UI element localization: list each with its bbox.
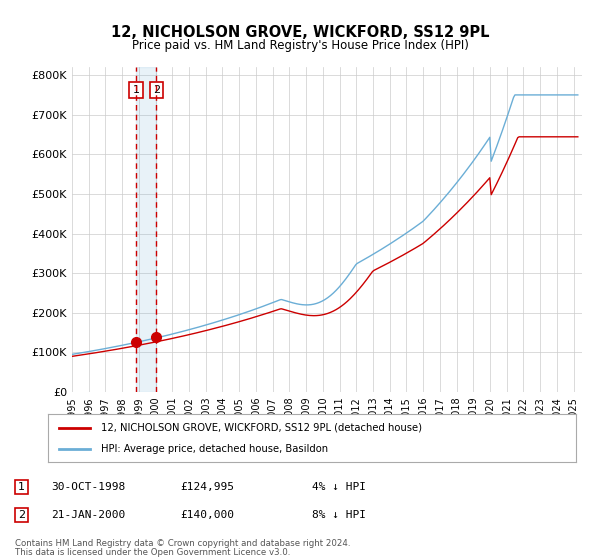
Text: 12, NICHOLSON GROVE, WICKFORD, SS12 9PL (detached house): 12, NICHOLSON GROVE, WICKFORD, SS12 9PL …: [101, 423, 422, 433]
Text: 21-JAN-2000: 21-JAN-2000: [51, 510, 125, 520]
Text: HPI: Average price, detached house, Basildon: HPI: Average price, detached house, Basi…: [101, 444, 328, 454]
Text: 1: 1: [18, 482, 25, 492]
Text: This data is licensed under the Open Government Licence v3.0.: This data is licensed under the Open Gov…: [15, 548, 290, 557]
Text: £124,995: £124,995: [180, 482, 234, 492]
Text: 8% ↓ HPI: 8% ↓ HPI: [312, 510, 366, 520]
Text: Price paid vs. HM Land Registry's House Price Index (HPI): Price paid vs. HM Land Registry's House …: [131, 39, 469, 52]
Text: 30-OCT-1998: 30-OCT-1998: [51, 482, 125, 492]
Text: 2: 2: [18, 510, 25, 520]
Text: 4% ↓ HPI: 4% ↓ HPI: [312, 482, 366, 492]
Text: Contains HM Land Registry data © Crown copyright and database right 2024.: Contains HM Land Registry data © Crown c…: [15, 539, 350, 548]
Text: 12, NICHOLSON GROVE, WICKFORD, SS12 9PL: 12, NICHOLSON GROVE, WICKFORD, SS12 9PL: [111, 25, 489, 40]
Text: 2: 2: [153, 85, 160, 95]
Text: 1: 1: [133, 85, 140, 95]
Bar: [136, 67, 157, 392]
Text: £140,000: £140,000: [180, 510, 234, 520]
